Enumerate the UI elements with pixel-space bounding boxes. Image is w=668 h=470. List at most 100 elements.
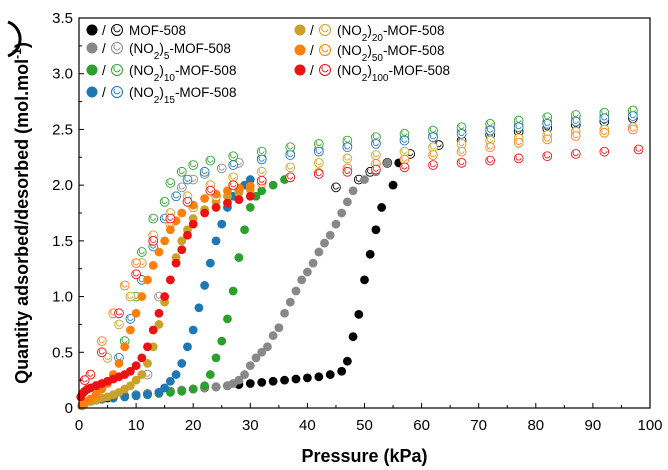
legend-separator: / (102, 23, 106, 38)
desorption-point (542, 134, 553, 145)
adsorption-point (314, 372, 324, 382)
desorption-point (399, 162, 410, 173)
desorption-point (570, 116, 581, 127)
adsorption-point (337, 208, 347, 218)
legend-filled-marker (294, 24, 306, 36)
adsorption-point (257, 377, 267, 387)
adsorption-point (217, 336, 227, 346)
legend-open-marker (111, 86, 123, 98)
adsorption-point (200, 281, 210, 290)
x-tick-label: 10 (128, 417, 145, 434)
legend-item: / (NO2)10-MOF-508 (86, 63, 236, 84)
adsorption-point (160, 236, 170, 246)
desorption-point (485, 125, 495, 136)
adsorption-point (217, 219, 227, 229)
adsorption-point (382, 158, 392, 168)
legend-item: / (NO2)20-MOF-508 (294, 23, 444, 44)
adsorption-point (125, 381, 135, 391)
desorption-point (456, 158, 467, 168)
adsorption-point (143, 275, 152, 285)
adsorption-point (160, 292, 170, 301)
adsorption-point (348, 332, 358, 342)
adsorption-point (183, 342, 192, 352)
desorption-point (633, 144, 644, 155)
adsorption-point (285, 297, 295, 307)
adsorption-point (171, 370, 181, 379)
adsorption-point (280, 375, 289, 385)
desorption-point (182, 197, 193, 207)
adsorption-point (205, 370, 215, 379)
y-tick-label: 1.0 (52, 289, 73, 306)
x-tick-label: 30 (242, 417, 259, 434)
desorption-point (216, 163, 227, 174)
adsorption-point (120, 342, 130, 352)
y-tick-label: 3.0 (52, 66, 73, 83)
x-tick-label: 100 (637, 417, 662, 434)
y-axis-title-close: ) (12, 42, 32, 48)
legend-label: (NO2)50-MOF-508 (337, 43, 444, 64)
desorption-point (570, 131, 581, 141)
adsorption-point (337, 366, 347, 376)
desorption-point (199, 166, 210, 177)
desorption-point (148, 236, 159, 246)
adsorption-point (251, 353, 261, 363)
desorption-point (176, 182, 187, 193)
legend-filled-marker (294, 44, 306, 56)
desorption-point (371, 150, 381, 160)
desorption-point (428, 142, 438, 153)
legend-open-marker (111, 64, 123, 76)
series-5 (77, 124, 638, 411)
legend-separator: / (102, 85, 106, 100)
series-3 (77, 111, 638, 411)
adsorption-point (291, 374, 301, 384)
adsorption-point (143, 359, 152, 368)
desorption-point (599, 113, 610, 124)
desorption-point (136, 247, 147, 257)
desorption-point (228, 160, 239, 170)
adsorption-point (194, 303, 204, 313)
adsorption-point (91, 390, 101, 400)
desorption-point (165, 178, 176, 188)
desorption-point (85, 369, 96, 380)
series-2 (77, 105, 638, 411)
desorption-point (513, 137, 524, 148)
adsorption-point (211, 236, 221, 246)
adsorption-point (154, 320, 164, 329)
adsorption-point (365, 249, 375, 259)
adsorption-point (137, 353, 147, 363)
desorption-point (313, 158, 324, 168)
adsorption-point (188, 384, 198, 394)
adsorption-point (245, 379, 255, 388)
legend-item: / (NO2)5-MOF-508 (86, 41, 231, 62)
adsorption-point (165, 225, 175, 235)
adsorption-point (245, 203, 255, 212)
legend-open-marker (319, 44, 331, 56)
legend-open-marker (111, 24, 123, 36)
series-6 (76, 144, 644, 402)
y-tick-label: 2.0 (52, 177, 73, 194)
legend-filled-marker (86, 42, 98, 54)
adsorption-point (200, 194, 210, 203)
legend-label: MOF-508 (129, 23, 186, 38)
x-tick-label: 20 (185, 417, 202, 434)
desorption-point (342, 135, 353, 146)
adsorption-point (360, 175, 369, 184)
adsorption-point (263, 342, 272, 352)
adsorption-point (228, 286, 238, 296)
adsorption-point (205, 258, 215, 268)
desorption-point (342, 142, 353, 153)
adsorption-point (274, 323, 284, 333)
desorption-point (485, 155, 495, 166)
desorption-point (456, 146, 467, 157)
desorption-point (371, 139, 381, 149)
y-axis-title-main: Quantity adsorbed/desorbed (mol.mol (12, 59, 32, 384)
adsorption-point (320, 238, 329, 248)
adsorption-point (177, 359, 187, 368)
adsorption-point (371, 225, 381, 235)
adsorption-point (280, 308, 289, 318)
adsorption-point (354, 310, 364, 319)
adsorption-point (291, 286, 301, 296)
desorption-point (285, 150, 296, 160)
adsorption-point (211, 382, 221, 392)
